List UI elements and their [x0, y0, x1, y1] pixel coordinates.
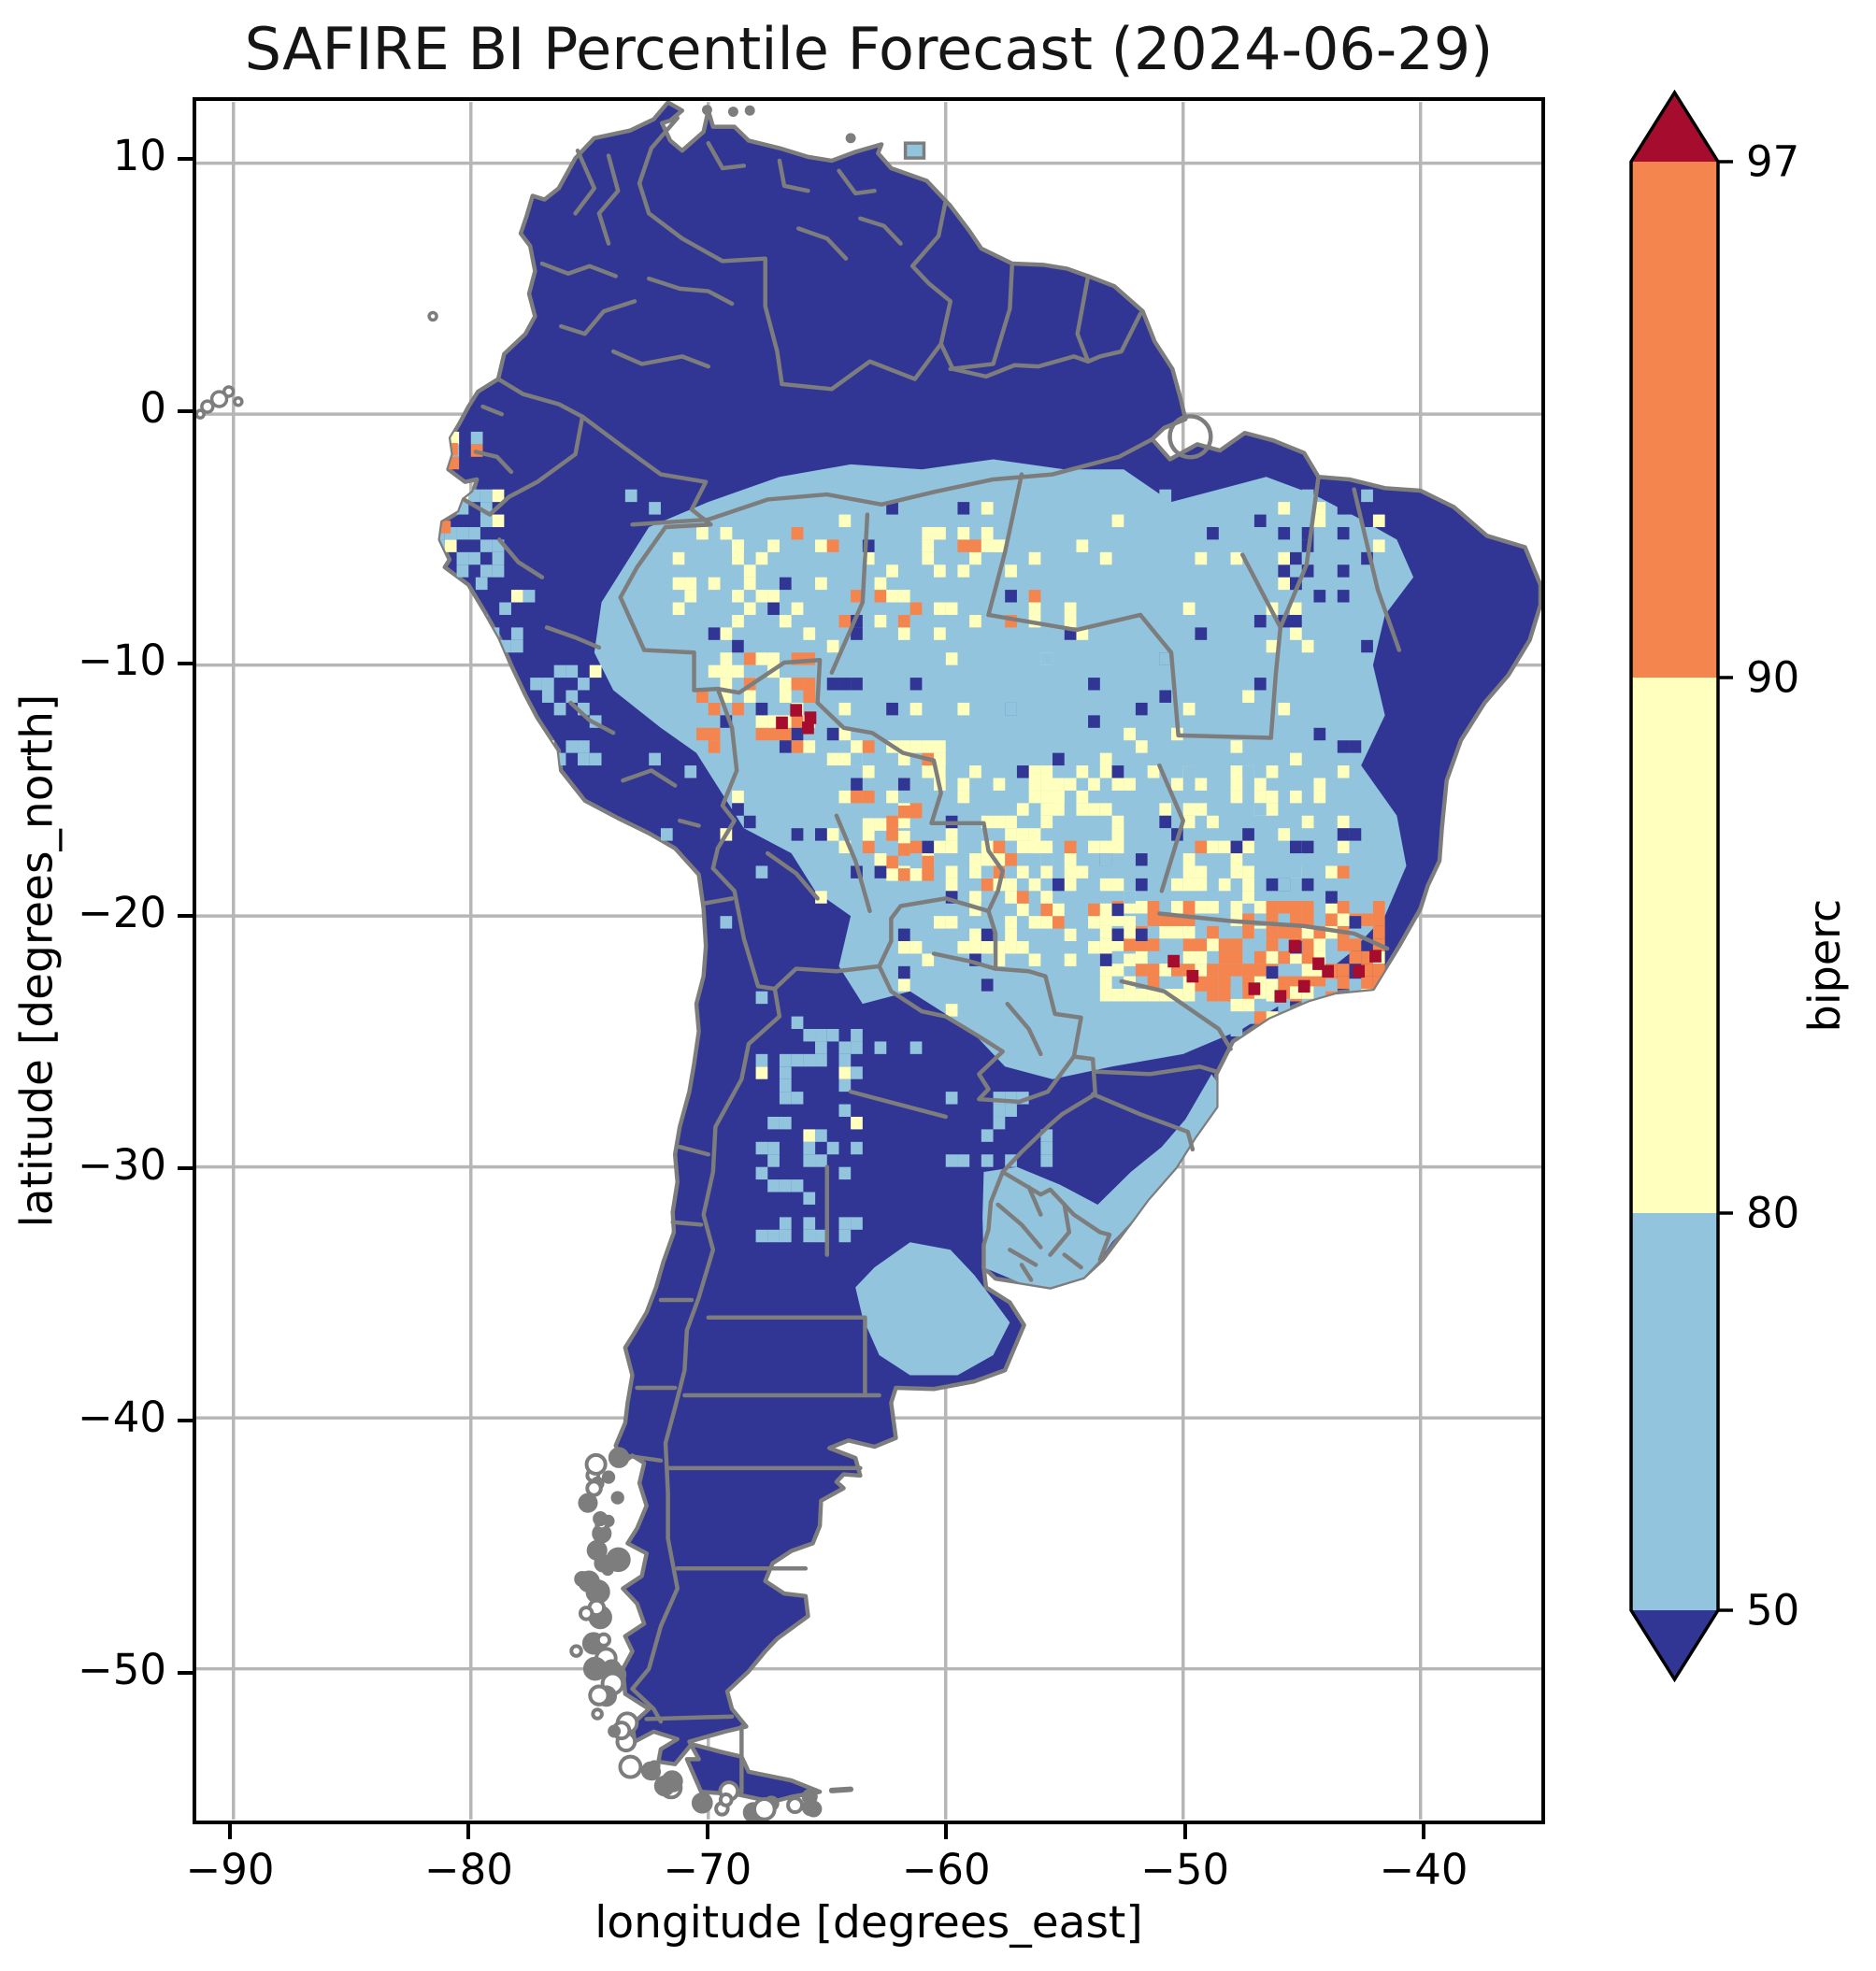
- x-tick-label: −50: [1140, 1845, 1230, 1894]
- colorbar-tick-label: 80: [1746, 1188, 1800, 1238]
- colorbar-tick-label: 50: [1746, 1585, 1800, 1635]
- x-tick-label: −90: [185, 1845, 275, 1894]
- y-tick-mark: [178, 1418, 193, 1422]
- x-tick-label: −70: [663, 1845, 752, 1894]
- x-tick-mark: [466, 1824, 471, 1839]
- y-tick-label: −50: [78, 1644, 166, 1694]
- colorbar-label: biperc: [1799, 898, 1850, 1033]
- map-svg: [196, 101, 1541, 1821]
- y-tick-mark: [178, 1165, 193, 1170]
- fjord-islands: [196, 105, 926, 1821]
- chart-title: SAFIRE BI Percentile Forecast (2024-06-2…: [244, 15, 1494, 83]
- x-tick-mark: [944, 1824, 949, 1839]
- x-tick-mark: [1422, 1824, 1425, 1839]
- x-tick-mark: [705, 1824, 709, 1839]
- x-tick-mark: [228, 1824, 232, 1839]
- y-tick-label: 10: [112, 130, 166, 180]
- colorbar-segments: [1631, 93, 1718, 1679]
- x-axis-label: longitude [degrees_east]: [594, 1897, 1143, 1949]
- y-tick-mark: [178, 661, 193, 665]
- x-tick-label: −40: [1379, 1845, 1468, 1894]
- y-tick-label: −30: [78, 1139, 166, 1190]
- y-tick-mark: [178, 1670, 193, 1675]
- colorbar-tick-label: 90: [1746, 652, 1800, 703]
- x-tick-label: −80: [423, 1845, 513, 1894]
- admin-borders: [461, 116, 1402, 1794]
- biperc-field: [439, 431, 1414, 1376]
- colorbar-tick-label: 97: [1746, 136, 1800, 187]
- y-tick-label: −10: [78, 635, 166, 685]
- x-tick-label: −60: [901, 1845, 991, 1894]
- y-tick-label: 0: [139, 382, 166, 433]
- plot-area: [193, 97, 1545, 1824]
- x-tick-mark: [1182, 1824, 1187, 1839]
- y-tick-mark: [178, 408, 193, 413]
- y-tick-mark: [178, 913, 193, 918]
- colorbar: [1629, 89, 1733, 1683]
- y-tick-mark: [178, 156, 193, 161]
- y-tick-label: −20: [78, 887, 166, 937]
- y-tick-label: −40: [78, 1392, 166, 1442]
